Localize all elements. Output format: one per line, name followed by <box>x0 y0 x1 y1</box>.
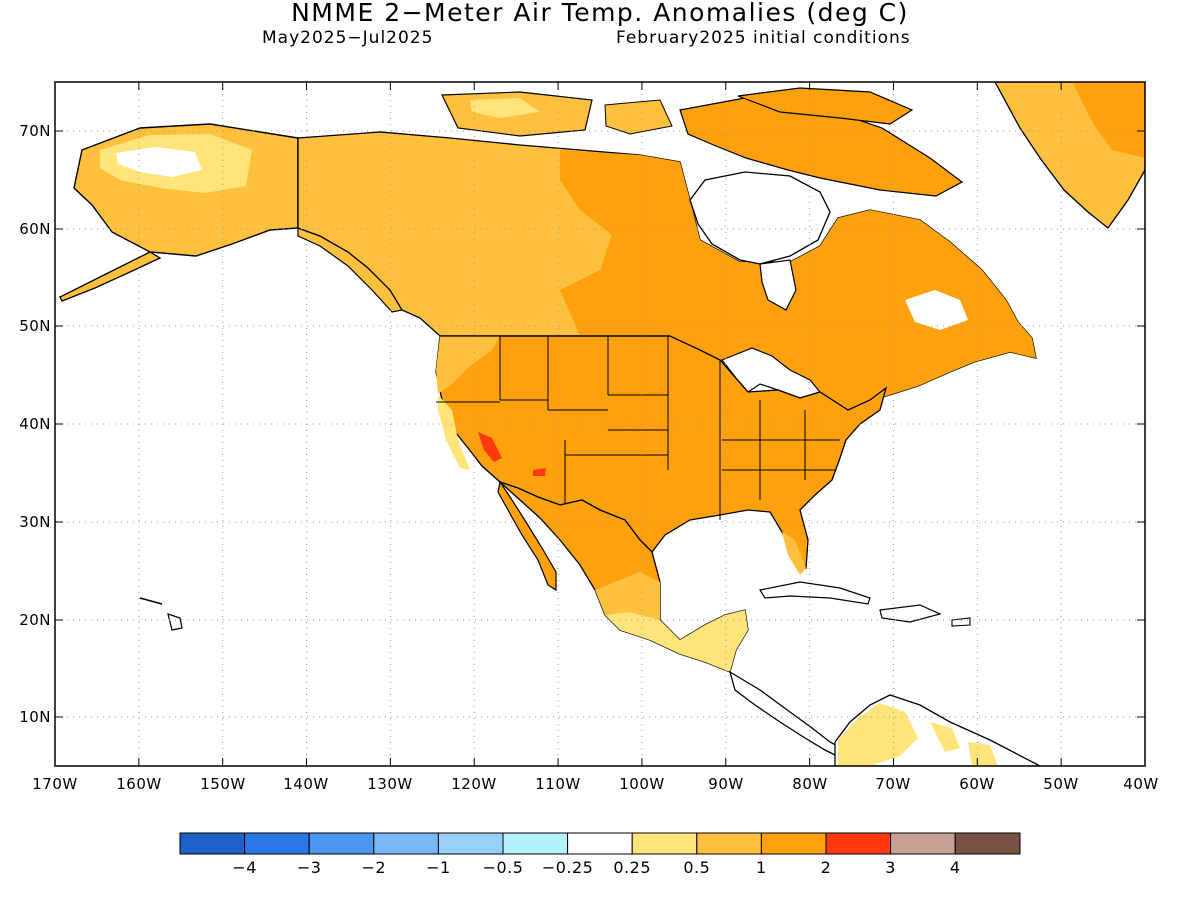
alaska-peninsula <box>59 251 162 302</box>
south-america-region <box>834 694 1041 766</box>
colorbar-box-2 <box>308 832 375 855</box>
colorbar-label: 1 <box>756 858 767 877</box>
lon-label: 80W <box>792 775 827 793</box>
colorbar-box-6 <box>567 832 633 855</box>
lat-label: 20N <box>19 611 51 629</box>
lon-label: 140W <box>283 775 328 793</box>
arizona-extreme-patch <box>533 468 546 476</box>
colorbar-label: −0.25 <box>542 858 594 877</box>
lon-label: 100W <box>619 775 664 793</box>
california-coast-light-patch <box>438 395 470 470</box>
lon-label: 160W <box>116 775 161 793</box>
arctic-island-west <box>604 99 673 135</box>
alaska-neutral-patch <box>116 147 202 177</box>
colorbar-label: 3 <box>885 858 896 877</box>
colorbar-box-4 <box>437 832 504 855</box>
mexico-region <box>497 480 849 761</box>
lon-label: 90W <box>708 775 743 793</box>
colorbar-label: 2 <box>821 858 832 877</box>
lon-label: 110W <box>535 775 580 793</box>
colorbar-label: −0.5 <box>483 858 524 877</box>
lat-label: 40N <box>19 415 51 433</box>
colorbar-label: 4 <box>950 858 961 877</box>
lon-label: 170W <box>32 775 77 793</box>
hawaii-small <box>139 597 163 605</box>
labrador-neutral-patch <box>905 290 968 330</box>
caribbean-islands <box>759 532 971 627</box>
colorbar-box-3 <box>373 832 439 855</box>
colorbar-box-1 <box>244 832 310 855</box>
nevada-extreme-patch <box>478 432 502 462</box>
baja-california <box>497 480 557 592</box>
lat-label: 10N <box>19 708 51 726</box>
axis-ticks <box>54 82 1146 766</box>
lon-label: 70W <box>875 775 910 793</box>
colorbar-box-12 <box>954 832 1021 855</box>
longitude-labels: 170W 160W 150W 140W 130W 120W 110W 100W … <box>32 775 1158 793</box>
latitude-labels: 70N 60N 50N 40N 30N 20N 10N <box>19 122 51 726</box>
lon-label: 60W <box>959 775 994 793</box>
color-bar-labels: −4 −3 −2 −1 −0.5 −0.25 0.25 0.5 1 2 3 4 <box>232 858 960 877</box>
hispaniola <box>879 604 942 623</box>
colombia-light-patch <box>838 703 918 766</box>
colorbar-label: 0.5 <box>683 858 710 877</box>
alaska-region <box>59 123 403 313</box>
map-title: NMME 2−Meter Air Temp. Anomalies (deg C) <box>291 0 909 27</box>
guiana-light-patch <box>968 742 998 766</box>
greenland-strong-patch <box>1072 82 1145 158</box>
color-bar <box>179 832 1021 855</box>
ellesmere-island <box>737 87 914 125</box>
puerto-rico <box>951 617 971 627</box>
colorbar-box-0 <box>179 832 246 855</box>
initial-conditions: February2025 initial conditions <box>616 28 911 48</box>
colorbar-box-8 <box>696 832 762 855</box>
colorbar-label: −2 <box>362 858 387 877</box>
canada-region <box>297 131 1037 421</box>
lat-label: 30N <box>19 513 51 531</box>
map-area <box>55 82 1145 766</box>
colorbar-box-5 <box>502 832 569 855</box>
hudson-bay <box>689 171 831 265</box>
colorbar-label: 0.25 <box>613 858 651 877</box>
pacific-northwest-light-patch <box>436 336 500 394</box>
colorbar-label: −4 <box>232 858 257 877</box>
lat-label: 60N <box>19 220 51 238</box>
yucatan-light-patch <box>605 610 748 672</box>
canada-east-strong-patch <box>560 150 1036 420</box>
lat-label: 50N <box>19 317 51 335</box>
graticule <box>55 82 1145 766</box>
colorbar-label: −3 <box>297 858 322 877</box>
hawaii-islands <box>139 597 183 631</box>
lat-label: 70N <box>19 122 51 140</box>
central-america-outline <box>728 670 849 761</box>
greenland-region <box>994 82 1145 229</box>
lon-label: 50W <box>1043 775 1078 793</box>
colorbar-box-7 <box>631 832 698 855</box>
lon-label: 120W <box>451 775 496 793</box>
lon-label: 40W <box>1123 775 1158 793</box>
cuba <box>759 581 871 605</box>
mexico-south-light-patch <box>595 572 660 620</box>
arctic-island-light-patch <box>470 98 540 118</box>
colorbar-box-9 <box>760 832 827 855</box>
venezuela-light-patch <box>930 722 960 752</box>
colorbar-box-10 <box>825 832 892 855</box>
arctic-islands <box>441 87 964 197</box>
hawaii-main <box>167 613 183 631</box>
us-state-lines <box>436 336 840 520</box>
lon-label: 150W <box>200 775 245 793</box>
lon-label: 130W <box>367 775 412 793</box>
colorbar-box-11 <box>890 832 956 855</box>
florida <box>782 532 806 575</box>
valid-period: May2025−Jul2025 <box>262 28 434 48</box>
colorbar-label: −1 <box>426 858 451 877</box>
james-bay <box>759 259 797 311</box>
